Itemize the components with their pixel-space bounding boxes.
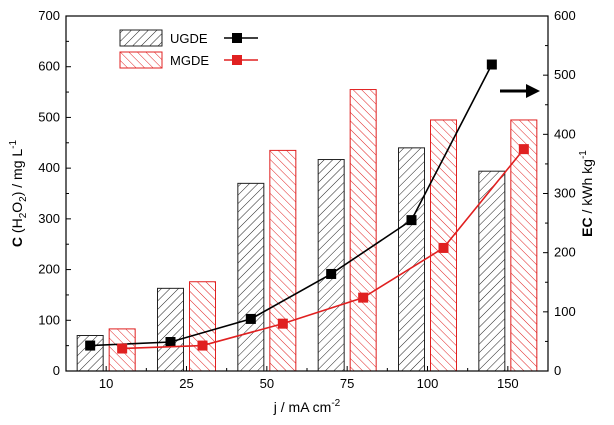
axes-layer: 0 100 200 300 400 500 600 700 0 100 200 300 400 500 60… xyxy=(8,8,595,415)
plot-frame xyxy=(65,15,549,372)
left-axis-title: C (H2O2) / mg L-1 xyxy=(8,139,29,247)
point-mgde-10 xyxy=(117,343,128,354)
x-tick-label-50: 50 xyxy=(260,376,274,391)
right-axis-title: EC / kWh kg-1 xyxy=(578,150,595,237)
bar-ugde-50 xyxy=(237,182,265,372)
bar-mgde-150 xyxy=(510,119,538,372)
left-tick-label-400: 400 xyxy=(38,160,60,175)
right-tick-label-600: 600 xyxy=(554,8,576,23)
line-ugde xyxy=(90,64,493,347)
point-ugde-10 xyxy=(85,340,96,351)
bar-ugde-25 xyxy=(157,287,184,372)
legend-swatch-ugde xyxy=(119,29,163,47)
point-mgde-150 xyxy=(518,144,529,155)
bar-ugde-150 xyxy=(478,170,506,372)
left-tick-label-700: 700 xyxy=(38,8,60,23)
point-ugde-25 xyxy=(165,337,176,348)
point-ugde-100 xyxy=(406,215,417,226)
x-tick-label-10: 10 xyxy=(99,376,113,391)
point-ugde-75 xyxy=(326,268,337,279)
right-tick-label-200: 200 xyxy=(554,245,576,260)
point-mgde-75 xyxy=(358,292,369,303)
annotation-layer xyxy=(500,84,540,98)
line-mgde xyxy=(122,148,525,350)
legend-marker-mgde xyxy=(232,55,242,65)
right-tick-label-400: 400 xyxy=(554,126,576,141)
bar-mgde-75 xyxy=(349,89,377,372)
point-ugde-150 xyxy=(486,59,497,70)
legend-swatch-mgde xyxy=(119,51,163,69)
x-axis-title: j / mA cm-2 xyxy=(273,398,341,415)
bar-ugde-100 xyxy=(398,147,425,372)
legend: UGDE MGDE xyxy=(119,29,258,69)
left-tick-label-500: 500 xyxy=(38,109,60,124)
x-tick-label-25: 25 xyxy=(179,376,193,391)
point-mgde-25 xyxy=(197,340,208,351)
left-tick-label-300: 300 xyxy=(38,211,60,226)
left-tick-label-0: 0 xyxy=(53,363,60,378)
bar-ugde-75 xyxy=(317,159,345,372)
right-tick-label-100: 100 xyxy=(554,304,576,319)
point-mgde-50 xyxy=(277,318,288,329)
x-tick-label-75: 75 xyxy=(340,376,354,391)
point-mgde-100 xyxy=(438,242,449,253)
right-tick-label-300: 300 xyxy=(554,186,576,201)
x-tick-label-150: 150 xyxy=(497,376,519,391)
right-tick-label-0: 0 xyxy=(554,363,561,378)
x-tick-label-100: 100 xyxy=(417,376,439,391)
bar-mgde-50 xyxy=(269,149,297,372)
legend-marker-ugde xyxy=(232,33,242,43)
legend-label-mgde: MGDE xyxy=(170,53,209,68)
left-tick-label-200: 200 xyxy=(38,262,60,277)
bars-layer xyxy=(76,89,538,372)
legend-label-ugde: UGDE xyxy=(170,31,208,46)
right-tick-label-500: 500 xyxy=(554,67,576,82)
bar-mgde-25 xyxy=(189,281,216,372)
left-tick-label-100: 100 xyxy=(38,312,60,327)
left-tick-label-600: 600 xyxy=(38,59,60,74)
right-arrow-icon xyxy=(526,84,540,98)
point-ugde-50 xyxy=(245,313,256,324)
lines-layer xyxy=(85,59,529,354)
